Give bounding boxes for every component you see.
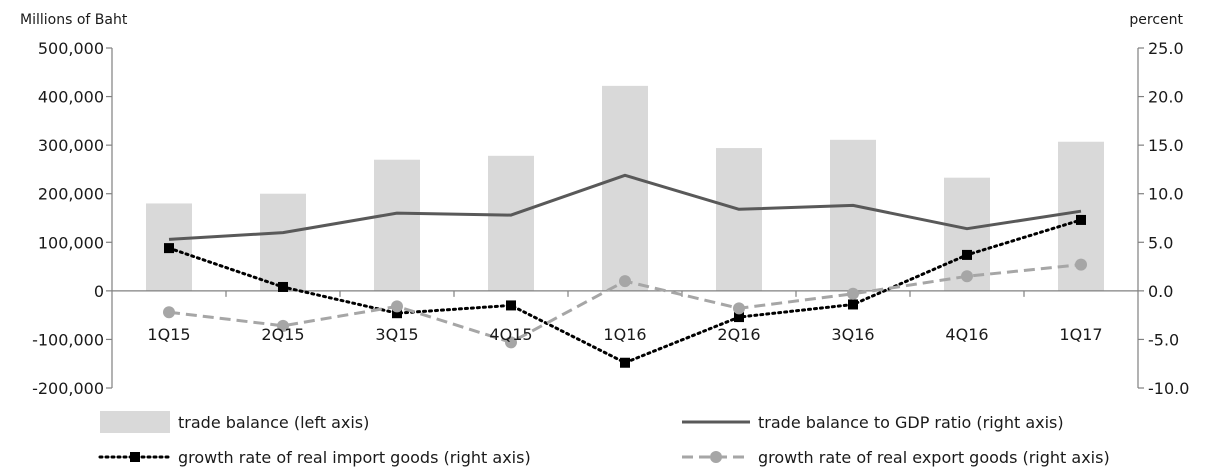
right-y-tick-label: -10.0 bbox=[1148, 379, 1189, 398]
category-label: 4Q16 bbox=[945, 325, 988, 344]
legend-swatch-trade-balance bbox=[100, 411, 170, 433]
trade-balance-bar bbox=[716, 148, 762, 291]
growth-rate-of-real-import-goods-point bbox=[848, 299, 858, 310]
growth-rate-of-real-export-goods-point bbox=[391, 300, 403, 313]
right-axis-title: percent bbox=[1129, 12, 1183, 28]
category-label: 3Q16 bbox=[831, 325, 874, 344]
legend-label-trade-balance: trade balance (left axis) bbox=[178, 413, 369, 432]
left-y-tick-label: 500,000 bbox=[38, 39, 104, 58]
growth-rate-of-real-export-goods-point bbox=[733, 302, 745, 315]
left-y-tick-label: -100,000 bbox=[32, 330, 104, 349]
growth-rate-of-real-import-goods-point bbox=[506, 300, 516, 311]
lines-layer bbox=[163, 173, 1087, 368]
growth-rate-of-real-import-goods-point bbox=[620, 357, 630, 368]
growth-rate-of-real-import-goods-point bbox=[278, 281, 288, 292]
category-label: 1Q15 bbox=[147, 325, 190, 344]
legend-marker-growth-rate-of-real-import-goods bbox=[130, 452, 140, 462]
growth-rate-of-real-import-goods-point bbox=[962, 249, 972, 260]
growth-rate-of-real-import-goods-point bbox=[392, 308, 402, 319]
category-label: 3Q15 bbox=[375, 325, 418, 344]
trade-balance-bar bbox=[830, 139, 876, 291]
legend: trade balance (left axis) trade balance t… bbox=[98, 411, 1110, 467]
growth-rate-of-real-export-goods-point bbox=[847, 287, 859, 300]
trade-balance-bar bbox=[260, 193, 306, 291]
category-label: 2Q16 bbox=[717, 325, 760, 344]
growth-rate-of-real-export-goods-point bbox=[163, 306, 175, 319]
right-y-tick-label: 15.0 bbox=[1148, 136, 1184, 155]
category-label: 2Q15 bbox=[261, 325, 304, 344]
right-y-tick-label: 0.0 bbox=[1148, 282, 1173, 301]
legend-label-growth-rate-of-real-import-goods: growth rate of real import goods (right … bbox=[178, 448, 531, 467]
growth-rate-of-real-export-goods-point bbox=[505, 336, 517, 349]
left-y-tick-label: 0 bbox=[94, 282, 104, 301]
left-y-tick-label: 300,000 bbox=[38, 136, 104, 155]
left-axis-title: Millions of Baht bbox=[20, 12, 128, 28]
legend-marker-growth-rate-of-real-export-goods bbox=[710, 451, 722, 463]
right-y-tick-label: -5.0 bbox=[1148, 330, 1179, 349]
category-label: 1Q16 bbox=[603, 325, 646, 344]
growth-rate-of-real-import-goods-point bbox=[734, 312, 744, 323]
category-label: 1Q17 bbox=[1059, 325, 1102, 344]
bars-layer bbox=[146, 85, 1104, 291]
trade-balance-to-gdp-ratio-line bbox=[168, 173, 1082, 241]
trade-balance-bar bbox=[488, 155, 534, 291]
growth-rate-of-real-export-goods-point bbox=[619, 275, 631, 288]
trade-balance-bar bbox=[602, 85, 648, 291]
right-y-tick-label: 20.0 bbox=[1148, 88, 1184, 107]
category-label: 4Q15 bbox=[489, 325, 532, 344]
right-y-tick-label: 10.0 bbox=[1148, 185, 1184, 204]
left-y-tick-label: 200,000 bbox=[38, 185, 104, 204]
legend-label-trade-balance-to-gdp-ratio: trade balance to GDP ratio (right axis) bbox=[758, 413, 1064, 432]
legend-label-growth-rate-of-real-export-goods: growth rate of real export goods (right … bbox=[758, 448, 1110, 467]
growth-rate-of-real-export-goods-point bbox=[961, 270, 973, 283]
left-y-tick-label: -200,000 bbox=[32, 379, 104, 398]
right-y-tick-label: 25.0 bbox=[1148, 39, 1184, 58]
growth-rate-of-real-export-goods-point bbox=[1075, 258, 1087, 271]
growth-rate-of-real-export-goods-point bbox=[277, 319, 289, 332]
trade-balance-bar bbox=[374, 159, 420, 291]
right-y-tick-label: 5.0 bbox=[1148, 233, 1173, 252]
growth-rate-of-real-import-goods-point bbox=[164, 243, 174, 254]
labels-layer: 500,000 400,000 300,000 200,000 100,000 0 -100… bbox=[32, 39, 1189, 398]
left-y-tick-label: 100,000 bbox=[38, 233, 104, 252]
growth-rate-of-real-import-goods-point bbox=[1076, 214, 1086, 225]
left-y-tick-label: 400,000 bbox=[38, 88, 104, 107]
